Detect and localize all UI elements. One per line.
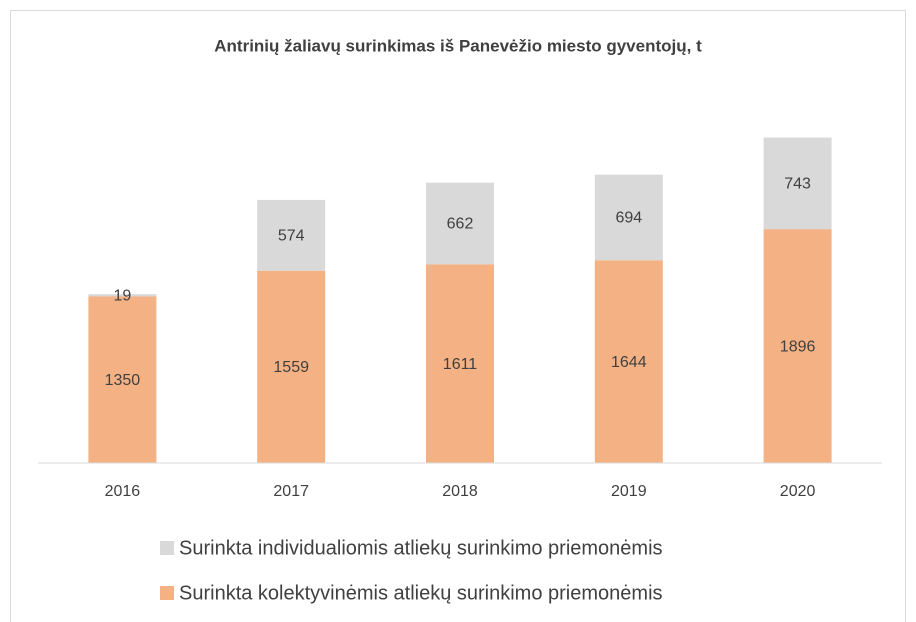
x-tick-label: 2016 [105, 483, 141, 500]
data-label: 694 [615, 210, 642, 227]
x-tick-label: 2017 [273, 483, 309, 500]
bar-segment [594, 260, 663, 463]
legend-swatch [160, 586, 174, 600]
x-tick-label: 2018 [442, 483, 478, 500]
bar-segment [88, 294, 157, 297]
legend-label: Surinkta individualiomis atliekų surinki… [179, 537, 663, 559]
data-label: 1611 [443, 356, 478, 373]
x-tick-label: 2020 [780, 483, 816, 500]
bar-segment [426, 264, 494, 463]
bar-segment [763, 137, 832, 230]
data-label: 1644 [611, 354, 647, 371]
bar-segment [426, 182, 494, 265]
bar-segment [257, 270, 326, 463]
bar-segment [763, 229, 832, 463]
data-label: 662 [447, 216, 474, 233]
legend-swatch [160, 541, 174, 555]
data-label: 743 [784, 176, 811, 193]
bar-segment [257, 199, 326, 271]
data-label: 1559 [273, 359, 309, 376]
bar-segment [594, 174, 663, 261]
data-label: 1896 [780, 338, 816, 355]
bar-segment [88, 296, 157, 463]
chart-title: Antrinių žaliavų surinkimas iš Panevėžio… [214, 36, 702, 55]
x-tick-label: 2019 [611, 483, 647, 500]
data-label: 574 [278, 228, 305, 245]
data-label: 1350 [105, 372, 141, 389]
legend-label: Surinkta kolektyvinėmis atliekų surinkim… [179, 582, 663, 604]
data-label: 19 [114, 288, 132, 305]
